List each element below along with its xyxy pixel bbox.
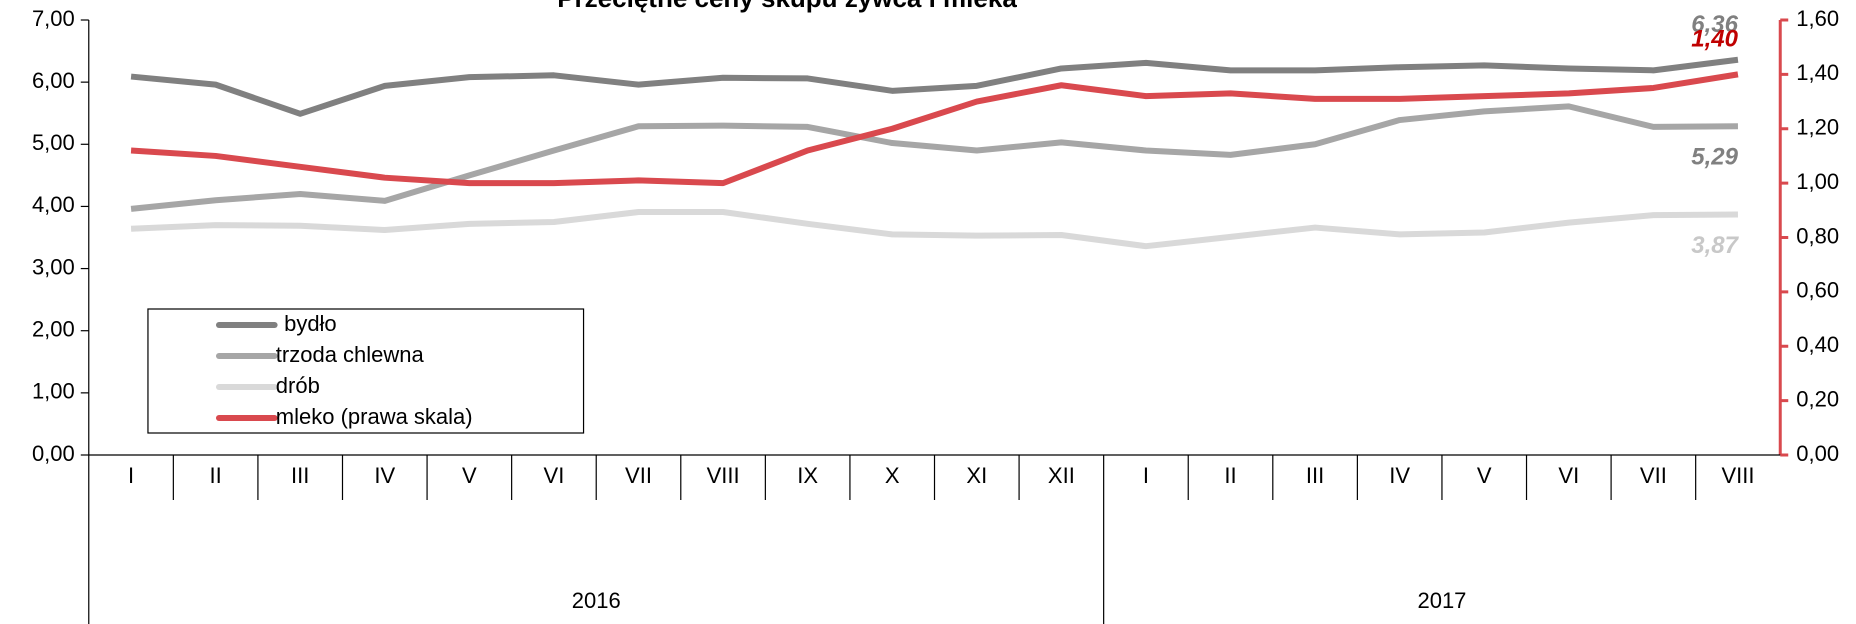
x-tick-label: VI: [544, 463, 565, 488]
x-tick-label: IX: [797, 463, 818, 488]
value-label: 5,29: [1691, 144, 1738, 171]
x-tick-label: IV: [1389, 463, 1410, 488]
x-group-label: 2016: [572, 588, 621, 613]
x-tick-label: VI: [1558, 463, 1579, 488]
chart-title: Przeciętne ceny skupu żywca i mleka: [557, 0, 1017, 13]
x-tick-label: II: [210, 463, 222, 488]
value-label: 3,87: [1691, 232, 1739, 259]
y2-tick-label: 1,20: [1796, 115, 1839, 140]
x-tick-label: VII: [625, 463, 652, 488]
y-tick-label: 5,00: [32, 130, 75, 155]
x-tick-label: X: [885, 463, 900, 488]
x-tick-label: VIII: [707, 463, 740, 488]
x-tick-label: XI: [966, 463, 987, 488]
series-line: [130, 56, 1739, 117]
x-tick-label: VII: [1640, 463, 1667, 488]
y2-tick-label: 0,20: [1796, 386, 1839, 411]
legend-label: bydło: [284, 311, 337, 336]
x-tick-label: IV: [374, 463, 395, 488]
y-tick-label: 7,00: [32, 6, 75, 31]
y2-tick-label: 0,00: [1796, 441, 1839, 466]
x-tick-label: XII: [1048, 463, 1075, 488]
y2-tick-label: 0,80: [1796, 223, 1839, 248]
series-line: [130, 71, 1739, 187]
x-tick-label: VIII: [1721, 463, 1754, 488]
x-tick-label: III: [291, 463, 309, 488]
series-line: [130, 209, 1738, 250]
y2-tick-label: 0,40: [1796, 332, 1839, 357]
x-tick-label: V: [1477, 463, 1492, 488]
y-tick-label: 1,00: [32, 379, 75, 404]
y-tick-label: 2,00: [32, 317, 75, 342]
x-tick-label: V: [462, 463, 477, 488]
legend-label: mleko (prawa skala): [276, 404, 473, 429]
y2-tick-label: 0,60: [1796, 278, 1839, 303]
series-line: [130, 103, 1738, 212]
legend-label: trzoda chlewna: [276, 342, 425, 367]
y2-tick-label: 1,00: [1796, 169, 1839, 194]
x-group-label: 2017: [1417, 588, 1466, 613]
y-tick-label: 3,00: [32, 254, 75, 279]
y2-tick-label: 1,40: [1796, 60, 1839, 85]
x-tick-label: I: [128, 463, 134, 488]
value-label: 1,40: [1691, 26, 1738, 53]
y-tick-label: 6,00: [32, 68, 75, 93]
y-tick-label: 4,00: [32, 192, 75, 217]
legend-box: [147, 308, 585, 434]
value-label: 6,36: [1691, 11, 1738, 38]
legend-label: drób: [276, 373, 320, 398]
y-tick-label: 0,00: [32, 441, 75, 466]
x-tick-label: I: [1143, 463, 1149, 488]
x-tick-label: III: [1306, 463, 1324, 488]
x-tick-label: II: [1224, 463, 1236, 488]
y2-tick-label: 1,60: [1796, 6, 1839, 31]
